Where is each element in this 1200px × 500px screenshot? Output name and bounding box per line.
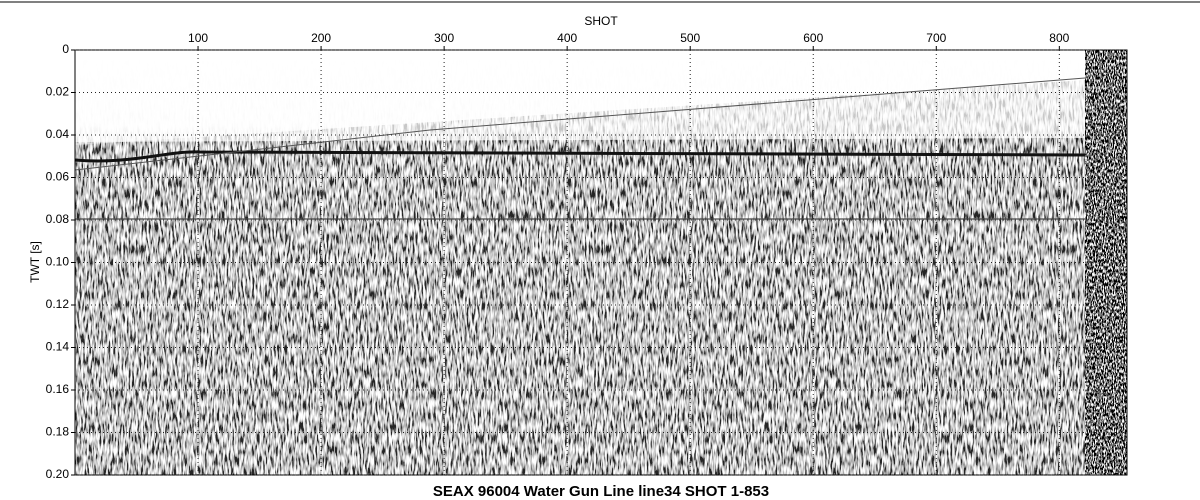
x-tick-label: 100 xyxy=(188,31,208,45)
y-tick-label: 0.08 xyxy=(46,212,70,226)
y-tick-label: 0.20 xyxy=(46,467,70,481)
x-axis-label: SHOT xyxy=(584,14,618,28)
water-fade xyxy=(75,50,1085,142)
x-tick-label: 200 xyxy=(311,31,331,45)
x-tick-label: 500 xyxy=(680,31,700,45)
y-tick-label: 0.16 xyxy=(46,382,70,396)
chart-title: SEAX 96004 Water Gun Line line34 SHOT 1-… xyxy=(433,483,769,500)
y-tick-label: 0 xyxy=(62,42,69,56)
x-tick-label: 300 xyxy=(434,31,454,45)
y-axis-label: TWT [s] xyxy=(28,241,42,283)
seismic-image xyxy=(75,50,1127,475)
y-tick-label: 0.18 xyxy=(46,425,70,439)
seabed-reflector xyxy=(75,150,1086,163)
x-tick-label: 700 xyxy=(926,31,946,45)
y-tick-label: 0.12 xyxy=(46,297,70,311)
y-tick-label: 0.06 xyxy=(46,170,70,184)
direct-arrival xyxy=(75,77,1086,171)
x-tick-label: 600 xyxy=(803,31,823,45)
y-tick-label: 0.02 xyxy=(46,85,70,99)
y-tick-label: 0.14 xyxy=(46,340,70,354)
x-tick-label: 800 xyxy=(1049,31,1069,45)
y-tick-label: 0.10 xyxy=(46,255,70,269)
y-tick-label: 0.04 xyxy=(46,127,70,141)
x-tick-label: 400 xyxy=(557,31,577,45)
